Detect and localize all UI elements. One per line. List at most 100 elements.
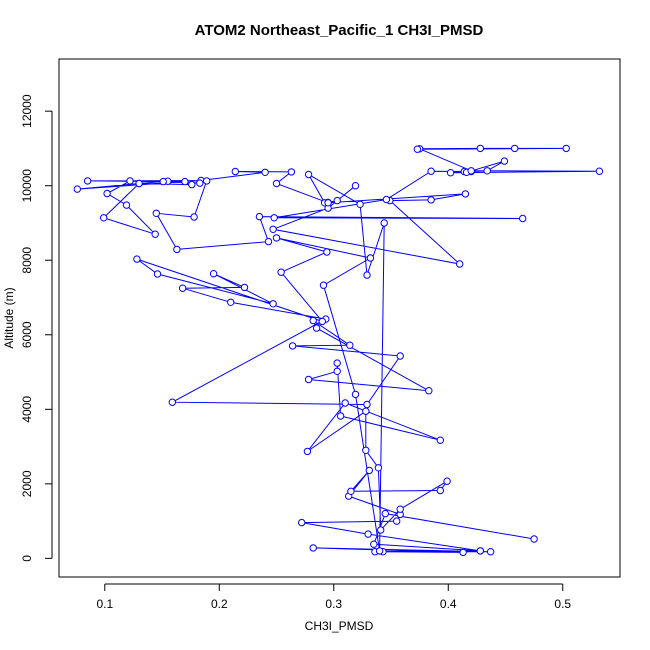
data-point <box>312 324 321 332</box>
data-point <box>333 359 341 367</box>
data-point <box>425 387 433 395</box>
data-point <box>269 300 277 308</box>
y-tick-label: 4000 <box>20 396 34 423</box>
data-point <box>380 219 388 227</box>
data-point <box>209 270 218 278</box>
data-point <box>272 179 281 188</box>
data-point <box>483 167 491 175</box>
data-point <box>336 412 345 420</box>
data-point <box>190 213 198 221</box>
data-point <box>73 185 82 193</box>
data-point <box>264 237 273 246</box>
data-point <box>173 245 181 254</box>
data-point <box>370 540 378 548</box>
data-point <box>135 179 143 188</box>
data-point <box>133 255 141 263</box>
data-point <box>203 177 211 185</box>
y-axis-label: Altitude (m) <box>2 287 16 348</box>
data-point <box>122 201 131 209</box>
data-point <box>196 179 204 187</box>
data-point <box>126 177 134 185</box>
data-point <box>103 189 111 198</box>
data-point <box>413 145 422 153</box>
data-point <box>446 169 455 177</box>
x-tick-label: 0.2 <box>211 597 228 611</box>
data-point <box>178 284 187 292</box>
data-point <box>303 447 312 456</box>
data-point <box>152 209 161 218</box>
data-point <box>362 446 370 454</box>
data-point <box>364 530 372 538</box>
data-point <box>270 214 278 222</box>
data-point <box>393 517 401 525</box>
data-point <box>347 487 355 495</box>
data-point <box>377 526 385 534</box>
data-point <box>188 180 196 189</box>
data-point <box>486 548 495 556</box>
y-tick-label: 2000 <box>20 470 34 497</box>
data-point <box>298 518 306 527</box>
data-point <box>365 466 373 475</box>
y-tick-label: 6000 <box>20 321 34 348</box>
data-point <box>363 271 371 279</box>
data-point <box>261 168 269 177</box>
data-point <box>159 177 167 186</box>
y-tick-label: 8000 <box>20 247 34 274</box>
data-point <box>436 436 444 444</box>
data-point <box>304 375 313 384</box>
data-point <box>341 399 349 407</box>
data-point <box>151 230 159 238</box>
data-point <box>427 196 435 204</box>
data-point <box>427 167 435 175</box>
series-line <box>77 147 600 553</box>
x-tick-label: 0.1 <box>96 597 113 611</box>
data-point <box>500 157 509 165</box>
data-point <box>231 167 240 176</box>
data-point <box>476 144 484 153</box>
data-point <box>323 248 331 256</box>
data-point <box>181 177 189 186</box>
data-point <box>324 199 332 207</box>
x-axis: 0.1 0.2 0.3 0.4 0.5 <box>96 583 571 611</box>
data-point <box>240 283 249 292</box>
data-point <box>476 547 484 555</box>
data-point <box>269 225 277 234</box>
x-axis-label: CH3I_PMSD <box>305 619 374 633</box>
data-point <box>443 477 451 485</box>
data-point <box>436 486 444 495</box>
data-point <box>227 298 235 306</box>
data-point <box>356 200 364 209</box>
series-layer <box>73 144 604 557</box>
data-point <box>333 367 341 375</box>
x-tick-label: 0.4 <box>440 597 457 611</box>
data-point <box>461 190 470 198</box>
data-point <box>153 270 162 278</box>
data-point <box>595 167 604 175</box>
data-point <box>287 168 296 176</box>
data-point <box>318 317 326 326</box>
data-point <box>467 167 475 175</box>
data-point <box>288 342 297 350</box>
data-point <box>375 547 384 555</box>
data-point <box>168 398 177 406</box>
data-point <box>351 182 360 190</box>
data-point <box>511 144 519 153</box>
data-point <box>272 234 281 242</box>
data-point <box>351 390 360 399</box>
data-point <box>363 400 371 409</box>
data-point <box>100 214 108 222</box>
data-point <box>304 170 313 179</box>
y-tick-label: 10000 <box>20 169 34 203</box>
data-point <box>530 535 538 543</box>
data-point <box>519 214 527 223</box>
data-point <box>309 544 317 552</box>
data-point <box>562 144 570 153</box>
y-tick-label: 0 <box>20 555 34 562</box>
data-point <box>346 341 354 349</box>
data-point <box>362 407 370 415</box>
data-point <box>277 268 285 276</box>
data-point <box>381 509 389 518</box>
data-point <box>366 254 375 262</box>
data-point <box>396 352 404 360</box>
